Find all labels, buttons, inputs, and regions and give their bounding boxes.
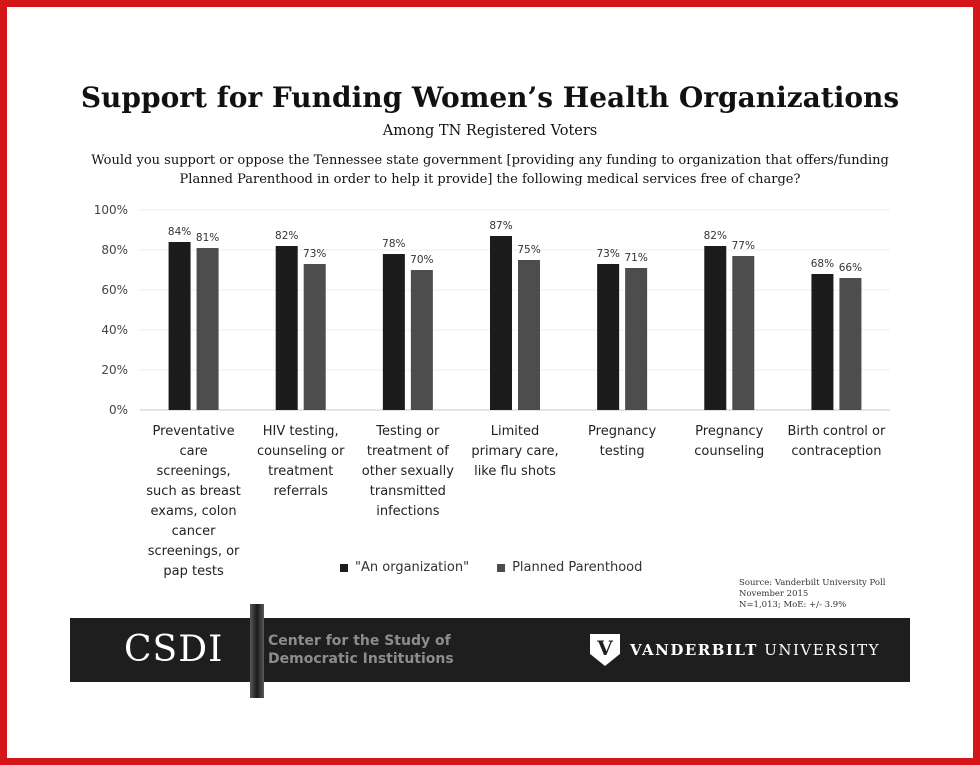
bar-value-label: 82% [275, 230, 298, 242]
y-tick-label: 20% [101, 363, 128, 377]
x-tick-label-line: cancer [171, 524, 216, 539]
vanderbilt-wordmark-rest: UNIVERSITY [757, 641, 881, 659]
x-tick-label: Testing or treatment of other sexually tran… [354, 422, 462, 522]
bar-value-label: 77% [732, 240, 755, 252]
x-tick-label: Pregnancy testing [568, 422, 676, 462]
bar-value-label: 66% [839, 262, 862, 274]
x-tick-label-line: treatment of [366, 444, 449, 459]
bar-value-label: 68% [811, 258, 834, 270]
x-tick-label-line: exams, colon [150, 504, 237, 519]
bar-value-label: 71% [624, 252, 647, 264]
source-sample: N=1,013; MoE: +/- 3.9% [739, 600, 847, 610]
x-tick-label-line: counseling or [256, 444, 345, 459]
bar [382, 254, 405, 410]
vanderbilt-wordmark-bold: VANDERBILT [630, 641, 758, 659]
bar [303, 264, 326, 410]
x-tick-label-line: counseling [694, 444, 765, 459]
x-tick-label: Pregnancy counseling [675, 422, 783, 462]
center-name-line-1: Center for the Study of [268, 633, 451, 649]
bar [275, 246, 298, 410]
source-date: November 2015 [739, 589, 809, 599]
x-tick-label: HIV testing, counseling or treatment referr… [247, 422, 355, 502]
vanderbilt-wordmark: VANDERBILT UNIVERSITY [630, 640, 880, 660]
bar [839, 278, 862, 410]
survey-question-line-2: Planned Parenthood in order to help it p… [179, 172, 801, 187]
footer-divider [250, 604, 264, 698]
x-tick-label: Preventative care screenings, such as breas… [140, 422, 248, 582]
x-tick-label: Birth control or contraception [782, 422, 890, 462]
x-tick-label-line: Birth control or [787, 424, 886, 439]
legend-swatch-planned-parenthood [497, 563, 506, 572]
x-tick-label-line: treatment [268, 464, 334, 479]
survey-question-line-1: Would you support or oppose the Tennesse… [91, 153, 889, 168]
x-tick-label-line: other sexually [361, 464, 454, 479]
legend-item-planned-parenthood: Planned Parenthood [497, 560, 642, 575]
survey-question: Would you support or oppose the Tennesse… [70, 151, 910, 189]
x-tick-label-line: Testing or [376, 424, 440, 439]
bar-value-label: 87% [489, 220, 512, 232]
y-tick-label: 60% [101, 283, 128, 297]
legend-label-planned-parenthood: Planned Parenthood [512, 560, 643, 575]
bar [704, 246, 727, 410]
x-tick-label-line: like flu shots [474, 464, 556, 479]
bar-value-label: 73% [303, 248, 326, 260]
x-tick-label-line: screenings, or [147, 544, 240, 559]
csdi-logo: CSDI [124, 629, 224, 670]
source-note: Source: Vanderbilt University Poll Novem… [739, 578, 919, 611]
bar [732, 256, 755, 410]
source-line: Source: Vanderbilt University Poll [739, 578, 886, 588]
x-tick-label-line: HIV testing, [262, 424, 339, 439]
bar-value-label: 78% [382, 238, 405, 250]
legend-item-organization: "An organization" [340, 560, 469, 575]
x-tick-label: Limited primary care, like flu shots [461, 422, 569, 482]
bar [625, 268, 648, 410]
bar [597, 264, 620, 410]
x-tick-label-line: Preventative [152, 424, 235, 439]
x-tick-label-line: Pregnancy [588, 424, 657, 439]
x-tick-label-line: Pregnancy [695, 424, 764, 439]
bar-value-label: 73% [596, 248, 619, 260]
x-tick-label-line: transmitted [369, 484, 446, 499]
center-name-line-2: Democratic Institutions [268, 651, 454, 667]
legend-swatch-organization [340, 563, 348, 572]
center-name: Center for the Study of Democratic Insti… [268, 632, 454, 668]
footer-banner [70, 618, 910, 682]
y-tick-label: 100% [94, 203, 128, 217]
x-tick-label-line: primary care, [471, 444, 559, 459]
chart-subtitle: Among TN Registered Voters [382, 123, 598, 139]
vanderbilt-shield-letter: V [597, 636, 613, 660]
chart-legend: "An organization" Planned Parenthood [340, 560, 642, 575]
x-tick-label-line: pap tests [163, 564, 224, 579]
bar [518, 260, 540, 410]
bar-value-label: 70% [410, 254, 433, 266]
x-tick-label-line: care [179, 444, 208, 459]
legend-label-organization: "An organization" [355, 560, 470, 575]
bar-value-label: 75% [517, 244, 540, 256]
x-tick-label-line: Limited [490, 424, 540, 439]
bar [490, 236, 512, 410]
bar-value-label: 81% [196, 232, 219, 244]
x-tick-label-line: such as breast [146, 484, 241, 499]
bar [811, 274, 834, 410]
bar [410, 270, 433, 410]
y-tick-label: 0% [109, 403, 128, 417]
y-tick-label: 40% [101, 323, 128, 337]
bar-value-label: 84% [168, 226, 191, 238]
x-tick-label-line: infections [376, 504, 440, 519]
x-tick-label-line: testing [599, 444, 645, 459]
chart-title: Support for Funding Women’s Health Organ… [80, 81, 900, 114]
x-tick-label-line: referrals [273, 484, 328, 499]
bar [168, 242, 191, 410]
x-tick-label-line: contraception [791, 444, 882, 459]
bar-value-label: 82% [704, 230, 727, 242]
x-tick-label-line: screenings, [156, 464, 231, 479]
bar [196, 248, 219, 410]
y-tick-label: 80% [101, 243, 128, 257]
